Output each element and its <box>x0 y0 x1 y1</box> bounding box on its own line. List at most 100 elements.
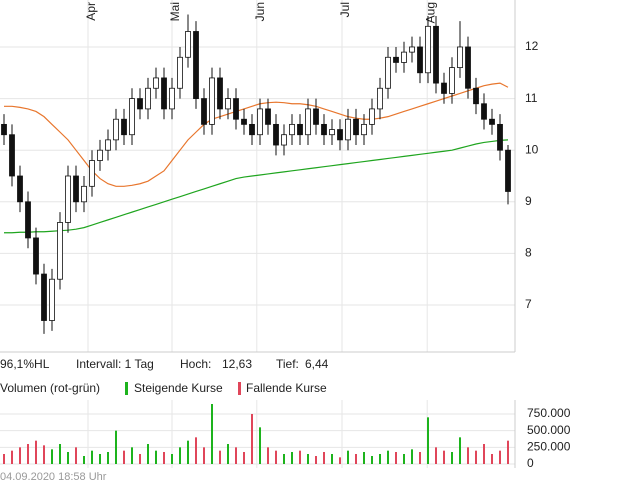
candle-body <box>137 98 143 110</box>
volume-bar <box>387 450 389 464</box>
volume-bar <box>315 456 317 464</box>
volume-bar <box>59 444 61 464</box>
candle-body <box>193 31 199 99</box>
candle-body <box>185 31 191 58</box>
y-tick-label: 7 <box>525 297 532 311</box>
volume-bar <box>467 447 469 464</box>
x-tick-label: Mai <box>168 2 182 21</box>
candle-body <box>393 56 399 63</box>
candle-body <box>49 278 55 321</box>
volume-bar <box>371 456 373 464</box>
candle-body <box>161 77 167 110</box>
volume-bar <box>163 452 165 464</box>
volume-bar <box>27 444 29 464</box>
volume-bar <box>203 447 205 464</box>
candle-body <box>153 77 159 89</box>
candle-body <box>241 118 247 125</box>
candle-body <box>385 56 391 89</box>
volume-bar <box>267 447 269 464</box>
candle-body <box>97 149 103 161</box>
candle-body <box>313 108 319 125</box>
candle-body <box>433 25 439 84</box>
x-tick-label: Jul <box>338 2 352 17</box>
candle-body <box>249 123 255 136</box>
volume-bar <box>347 450 349 464</box>
candle-body <box>449 67 455 94</box>
volume-bar <box>427 417 429 464</box>
volume-bar <box>459 437 461 464</box>
candle-body <box>121 118 127 136</box>
volume-bar <box>379 454 381 464</box>
candle-body <box>281 134 287 146</box>
candle-body <box>305 108 311 136</box>
legend-label: Steigende Kurse <box>134 381 223 395</box>
candle-body <box>481 103 487 120</box>
x-tick-label: Aug <box>423 2 437 23</box>
candle-body <box>353 118 359 136</box>
candle-body <box>105 139 111 151</box>
candle-body <box>457 46 463 69</box>
candle-body <box>329 129 335 136</box>
candle-body <box>289 123 295 136</box>
volume-bar <box>299 450 301 464</box>
candle-body <box>505 149 511 192</box>
volume-bar <box>211 404 213 464</box>
volume-bar <box>499 450 501 464</box>
candle-body <box>81 185 87 203</box>
candle-body <box>113 118 119 141</box>
candle-body <box>225 98 231 110</box>
candle-body <box>17 175 23 203</box>
y-tick-label: 11 <box>525 91 538 105</box>
volume-bar <box>507 440 509 464</box>
candle-body <box>265 108 271 125</box>
volume-bar <box>443 450 445 464</box>
hl-range: 96,1%HL <box>0 357 50 371</box>
candle-body <box>417 46 423 74</box>
volume-bar <box>91 450 93 464</box>
volume-bar <box>179 447 181 464</box>
volume-bar <box>411 449 413 464</box>
candle-body <box>25 201 31 239</box>
candle-body <box>169 87 175 110</box>
volume-bar <box>483 444 485 464</box>
candle-body <box>409 46 415 53</box>
candle-body <box>129 98 135 136</box>
legend-swatch <box>125 382 128 395</box>
volume-bar <box>171 454 173 464</box>
volume-bar <box>67 452 69 464</box>
volume-bar <box>419 452 421 464</box>
high-value: 12,63 <box>222 357 252 371</box>
volume-bar <box>435 447 437 464</box>
volume-bar <box>35 440 37 464</box>
candle-body <box>369 108 375 125</box>
y-tick-label: 8 <box>525 246 532 260</box>
candle-body <box>337 129 343 141</box>
low-label: Tief: <box>276 357 299 371</box>
candle-body <box>89 160 95 187</box>
volume-bar <box>139 454 141 464</box>
volume-bar <box>323 452 325 464</box>
x-tick-label: Apr <box>84 2 98 21</box>
moving-average <box>4 139 509 234</box>
volume-bar <box>227 444 229 464</box>
volume-bar <box>3 454 5 464</box>
volume-bar <box>155 450 157 464</box>
volume-bar <box>43 445 45 464</box>
low-value: 6,44 <box>305 357 329 371</box>
y-tick-label: 750.000 <box>527 406 571 420</box>
candle-body <box>1 123 7 136</box>
volume-bar <box>235 447 237 464</box>
volume-bar <box>363 452 365 464</box>
volume-bar <box>11 450 13 464</box>
volume-bar <box>307 454 309 464</box>
candle-body <box>233 98 239 120</box>
volume-bar <box>131 447 133 464</box>
candle-body <box>401 51 407 63</box>
volume-bar <box>283 454 285 464</box>
candle-body <box>73 175 79 203</box>
candle-body <box>425 25 431 74</box>
volume-bar <box>99 454 101 464</box>
candle-body <box>41 273 47 321</box>
volume-bar <box>451 452 453 464</box>
interval: Intervall: 1 Tag <box>76 357 154 371</box>
